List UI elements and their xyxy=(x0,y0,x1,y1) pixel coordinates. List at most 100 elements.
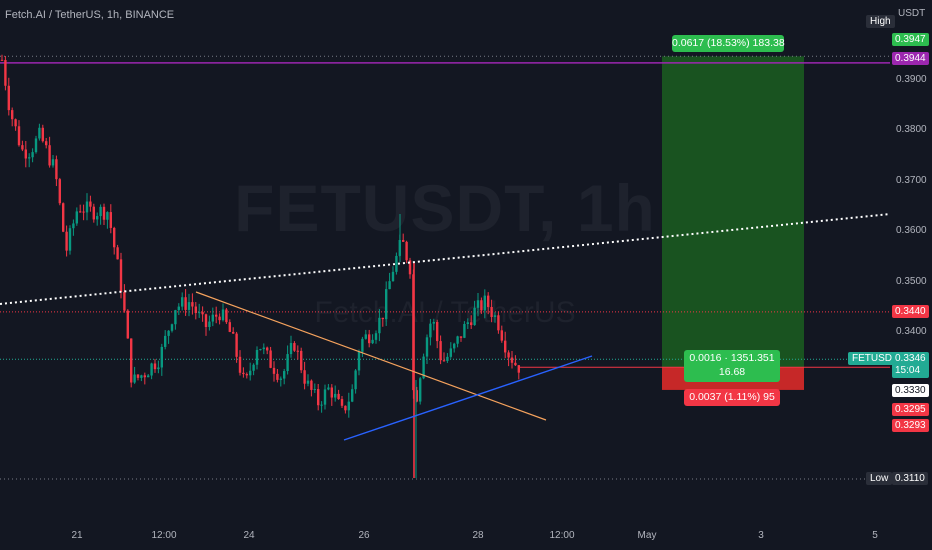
entry-label: 0.0016 · 1351.351 16.68 xyxy=(684,350,780,382)
candle-body xyxy=(500,330,503,341)
candle-body xyxy=(300,350,303,371)
candle-body xyxy=(215,314,218,317)
candle-body xyxy=(419,378,422,402)
candle-body xyxy=(235,333,238,357)
stop-tag-1: 0.3295 xyxy=(892,403,929,416)
candle-body xyxy=(432,322,435,324)
candle-body xyxy=(143,375,146,378)
candle-body xyxy=(201,312,204,315)
candle-body xyxy=(266,347,269,351)
candle-body xyxy=(113,227,116,248)
candle-body xyxy=(255,349,259,365)
candle-body xyxy=(153,363,157,370)
candle-body xyxy=(218,316,221,321)
candle-body xyxy=(449,348,452,357)
candle-body xyxy=(507,352,510,358)
candle-body xyxy=(269,350,272,368)
time-tick-label: 12:00 xyxy=(549,530,575,541)
candle-body xyxy=(327,387,330,390)
last-price: 0.3346 xyxy=(895,353,926,364)
candle-body xyxy=(116,247,119,260)
candle-body xyxy=(0,59,4,61)
candle-body xyxy=(337,393,340,400)
candle-body xyxy=(45,141,48,146)
candle-body xyxy=(177,306,180,311)
candle-body xyxy=(252,364,255,371)
candle-body xyxy=(504,340,507,353)
candle-body xyxy=(330,387,333,398)
candle-body xyxy=(242,372,245,375)
low-label: Low xyxy=(866,472,893,485)
time-tick-label: 12:00 xyxy=(151,530,177,541)
candle-body xyxy=(279,378,282,380)
time-tick-label: 21 xyxy=(71,530,83,541)
price-axis[interactable] xyxy=(890,0,932,550)
candle-body xyxy=(487,295,490,307)
time-tick-label: 26 xyxy=(358,530,370,541)
candle-body xyxy=(429,323,432,338)
candle-body xyxy=(136,374,140,378)
candle-body xyxy=(82,211,85,213)
candle-body xyxy=(371,339,374,344)
candle-body xyxy=(109,212,112,228)
price-tick-label: 0.3600 xyxy=(896,225,927,237)
candle-body xyxy=(164,335,167,347)
candle-body xyxy=(357,351,361,371)
high-value-tag: 0.3947 xyxy=(892,33,929,46)
candle-body xyxy=(395,255,398,272)
chart-title: Fetch.AI / TetherUS, 1h, BINANCE xyxy=(5,9,175,21)
candle-body xyxy=(334,393,337,398)
candle-body xyxy=(453,343,456,349)
price-tick-label: 0.3800 xyxy=(896,124,927,136)
candle-body xyxy=(249,370,252,376)
candle-body xyxy=(14,119,17,127)
candle-body xyxy=(28,157,31,159)
candle-body xyxy=(7,85,10,111)
time-axis[interactable] xyxy=(0,522,890,550)
candle-body xyxy=(160,346,163,368)
candle-body xyxy=(38,127,41,139)
candle-body xyxy=(317,389,320,406)
time-tick-label: 28 xyxy=(472,530,484,541)
candle-body xyxy=(347,401,350,411)
candle-body xyxy=(320,404,323,406)
candle-body xyxy=(323,389,327,405)
candle-body xyxy=(466,322,469,325)
candle-body xyxy=(211,314,214,322)
candle-body xyxy=(344,405,347,411)
candle-body xyxy=(493,315,497,317)
candle-body xyxy=(459,336,463,338)
candle-body xyxy=(85,201,89,213)
high-label: High xyxy=(866,15,895,28)
candle-body xyxy=(402,240,405,242)
candle-body xyxy=(92,206,95,220)
candle-body xyxy=(436,322,439,342)
candle-body xyxy=(306,380,310,384)
candle-body xyxy=(303,370,306,384)
candle-body xyxy=(385,289,388,320)
red-level-tag: 0.3440 xyxy=(892,305,929,318)
candle-body xyxy=(17,126,21,146)
dotted-trendline xyxy=(0,213,891,305)
last-price-tag: 0.3346 15:04 xyxy=(892,352,929,378)
resistance-tag: 0.3944 xyxy=(892,52,929,65)
candle-body xyxy=(422,356,425,379)
candle-body xyxy=(184,297,187,310)
candle-body xyxy=(272,367,276,374)
candle-body xyxy=(514,362,517,366)
candle-body xyxy=(470,322,473,326)
candle-body xyxy=(208,321,211,328)
candle-body xyxy=(167,330,170,336)
symbol-tag: FETUSDT xyxy=(848,352,903,365)
candle-body xyxy=(388,281,391,290)
target-label: 0.0617 (18.53%) 183.38 xyxy=(672,35,785,52)
candle-body xyxy=(473,307,476,326)
candle-body xyxy=(228,322,231,332)
candle-body xyxy=(34,138,38,153)
candle-body xyxy=(259,349,262,351)
candle-body xyxy=(361,338,364,352)
price-tick-label: 0.3700 xyxy=(896,174,927,186)
candle-body xyxy=(102,206,106,220)
